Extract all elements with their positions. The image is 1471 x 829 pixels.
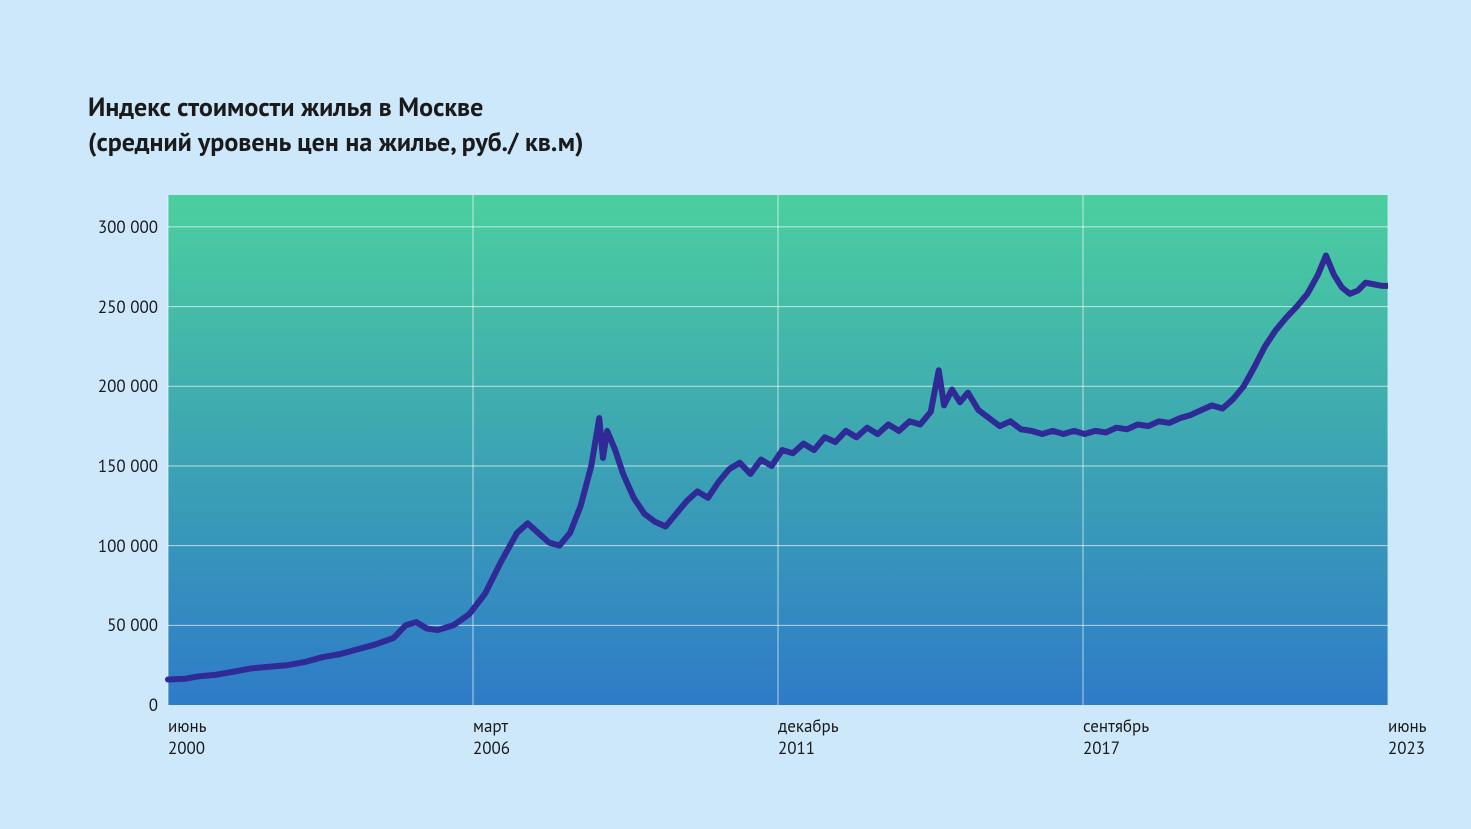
x-tick-year: 2011 [778,737,815,759]
x-tick-month: декабрь [778,715,839,737]
chart-svg [88,195,1388,755]
x-tick-year: 2006 [473,737,510,759]
chart-title-line2: (средний уровень цен на жилье, руб./ кв.… [88,126,584,159]
x-tick-label: июнь2023 [1388,715,1427,759]
x-tick-month: июнь [1388,715,1427,737]
y-tick-label: 100 000 [98,535,158,557]
x-tick-year: 2000 [168,737,205,759]
y-tick-label: 200 000 [98,375,158,397]
x-tick-label: июнь2000 [168,715,207,759]
x-tick-label: март2006 [473,715,510,759]
y-tick-label: 0 [149,694,158,716]
x-tick-label: сентябрь2017 [1083,715,1149,759]
x-tick-month: март [473,715,508,737]
y-tick-label: 150 000 [98,455,158,477]
chart-title: Индекс стоимости жилья в Москве (средний… [88,90,584,160]
y-tick-label: 50 000 [107,614,158,636]
x-tick-year: 2017 [1083,737,1120,759]
x-tick-month: сентябрь [1083,715,1149,737]
x-tick-label: декабрь2011 [778,715,839,759]
y-tick-label: 250 000 [98,296,158,318]
y-tick-label: 300 000 [98,216,158,238]
x-tick-year: 2023 [1388,737,1425,759]
x-tick-month: июнь [168,715,207,737]
chart-title-line1: Индекс стоимости жилья в Москве [88,91,483,124]
chart-container: 0 50 000 100 000 150 000 200 000 250 000 300 0… [88,195,1388,755]
